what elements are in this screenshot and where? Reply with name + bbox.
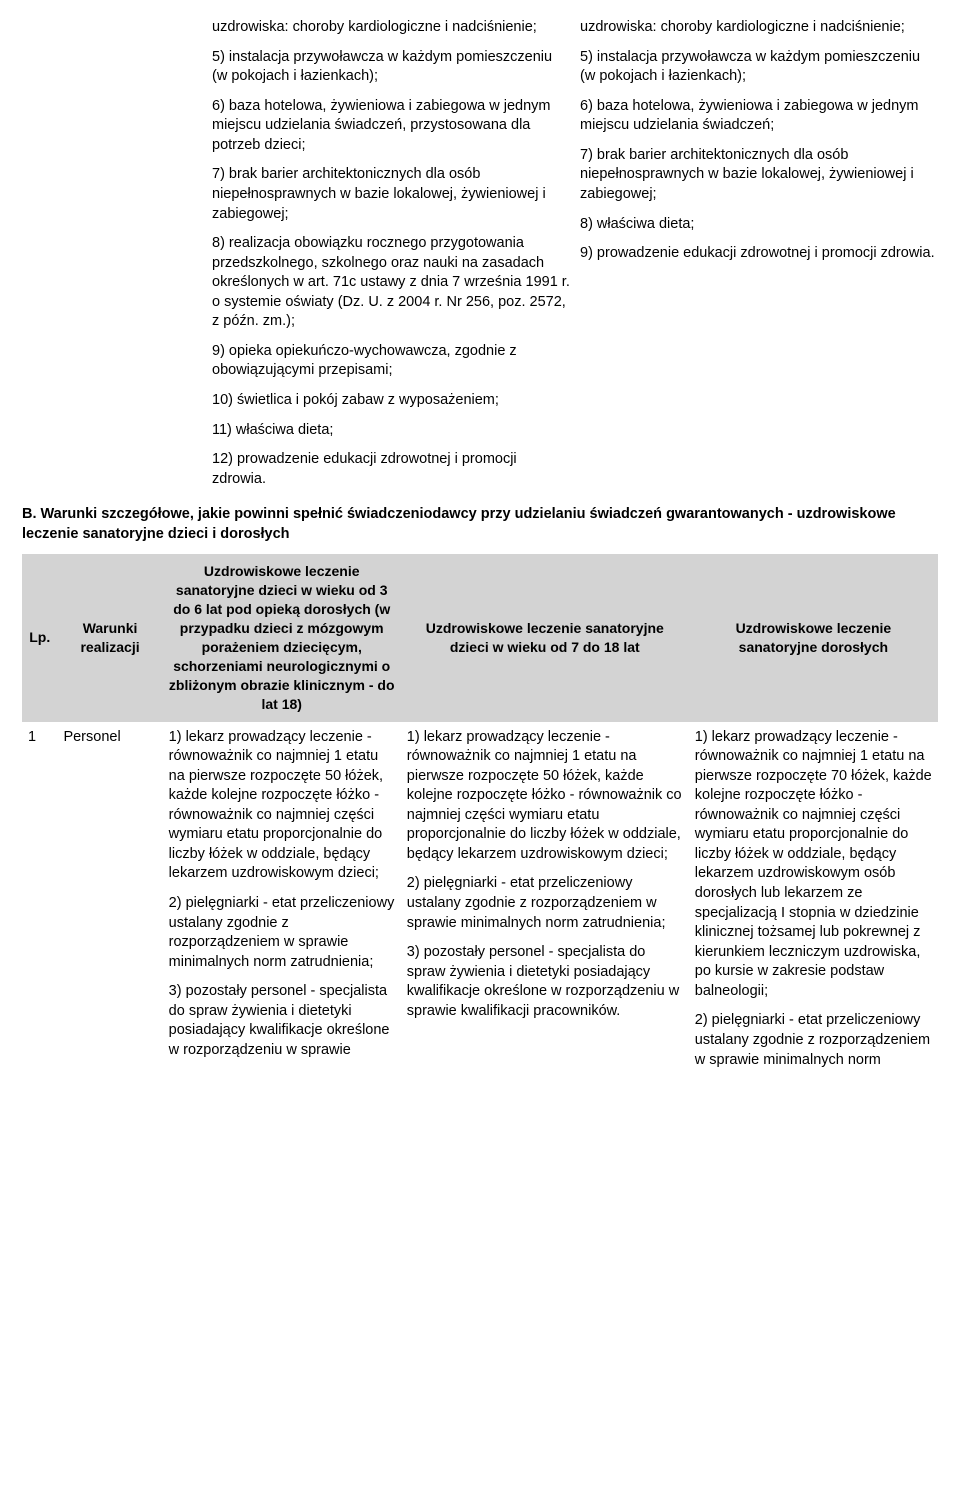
- top-left-item: 12) prowadzenie edukacji zdrowotnej i pr…: [212, 450, 570, 489]
- top-left-item: 6) baza hotelowa, żywieniowa i zabiegowa…: [212, 97, 570, 156]
- cell-col-c: 1) lekarz prowadzący leczenie - równoważ…: [689, 722, 938, 1087]
- top-right-item: 6) baza hotelowa, żywieniowa i zabiegowa…: [580, 97, 938, 136]
- cell-a-item: 3) pozostały personel - specjalista do s…: [169, 982, 395, 1060]
- top-left-item: 11) właściwa dieta;: [212, 421, 570, 441]
- conditions-table: Lp. Warunki realizacji Uzdrowiskowe lecz…: [22, 554, 938, 1086]
- cell-lp: 1: [22, 722, 57, 1087]
- cell-c-item: 1) lekarz prowadzący leczenie - równoważ…: [695, 728, 932, 1002]
- top-left-item: 9) opieka opiekuńczo-wychowawcza, zgodni…: [212, 342, 570, 381]
- th-lp: Lp.: [22, 554, 57, 721]
- th-col-c: Uzdrowiskowe leczenie sanatoryjne dorosł…: [689, 554, 938, 721]
- th-col-b: Uzdrowiskowe leczenie sanatoryjne dzieci…: [401, 554, 689, 721]
- table-row: 1 Personel 1) lekarz prowadzący leczenie…: [22, 722, 938, 1087]
- top-conditions-grid: uzdrowiska: choroby kardiologiczne i nad…: [22, 18, 938, 499]
- cell-a-item: 1) lekarz prowadzący leczenie - równoważ…: [169, 728, 395, 885]
- top-left-item: uzdrowiska: choroby kardiologiczne i nad…: [212, 18, 570, 38]
- top-left-item: 7) brak barier architektonicznych dla os…: [212, 165, 570, 224]
- top-left-column: uzdrowiska: choroby kardiologiczne i nad…: [212, 18, 570, 499]
- top-left-item: 10) świetlica i pokój zabaw z wyposażeni…: [212, 391, 570, 411]
- cell-a-item: 2) pielęgniarki - etat przeliczeniowy us…: [169, 894, 395, 972]
- top-right-item: 9) prowadzenie edukacji zdrowotnej i pro…: [580, 244, 938, 264]
- top-left-item: 5) instalacja przywoławcza w każdym pomi…: [212, 48, 570, 87]
- cell-c-item: 2) pielęgniarki - etat przeliczeniowy us…: [695, 1011, 932, 1070]
- top-right-item: 5) instalacja przywoławcza w każdym pomi…: [580, 48, 938, 87]
- cell-b-item: 1) lekarz prowadzący leczenie - równoważ…: [407, 728, 683, 865]
- top-right-column: uzdrowiska: choroby kardiologiczne i nad…: [580, 18, 938, 499]
- section-b-title: B. Warunki szczegółowe, jakie powinni sp…: [22, 505, 938, 544]
- cell-b-item: 2) pielęgniarki - etat przeliczeniowy us…: [407, 874, 683, 933]
- cell-b-item: 3) pozostały personel - specjalista do s…: [407, 943, 683, 1021]
- top-right-item: 7) brak barier architektonicznych dla os…: [580, 146, 938, 205]
- top-right-item: uzdrowiska: choroby kardiologiczne i nad…: [580, 18, 938, 38]
- th-col-a: Uzdrowiskowe leczenie sanatoryjne dzieci…: [163, 554, 401, 721]
- top-right-item: 8) właściwa dieta;: [580, 215, 938, 235]
- top-left-item: 8) realizacja obowiązku rocznego przygot…: [212, 234, 570, 332]
- cell-warunki: Personel: [57, 722, 162, 1087]
- th-warunki: Warunki realizacji: [57, 554, 162, 721]
- cell-col-b: 1) lekarz prowadzący leczenie - równoważ…: [401, 722, 689, 1087]
- table-header-row: Lp. Warunki realizacji Uzdrowiskowe lecz…: [22, 554, 938, 721]
- top-spacer-col: [22, 18, 202, 499]
- cell-col-a: 1) lekarz prowadzący leczenie - równoważ…: [163, 722, 401, 1087]
